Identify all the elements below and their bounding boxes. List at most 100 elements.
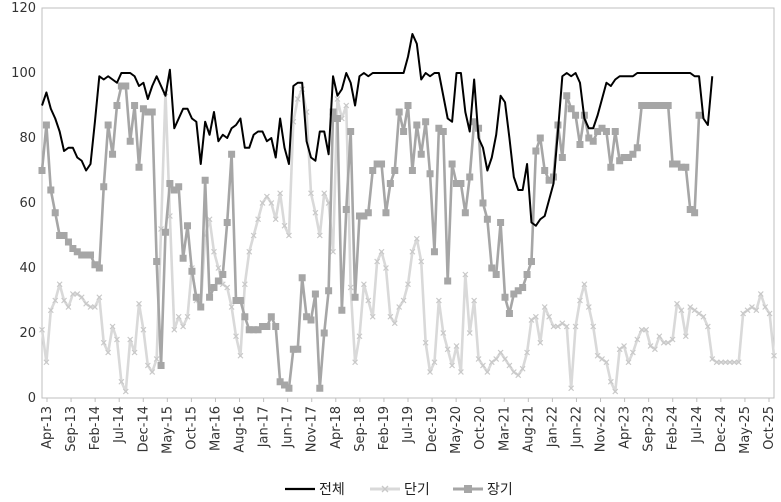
data-point bbox=[396, 304, 403, 310]
data-point bbox=[598, 124, 606, 132]
data-point bbox=[122, 388, 129, 395]
data-point bbox=[506, 362, 513, 369]
data-point bbox=[241, 313, 249, 321]
data-point bbox=[735, 359, 742, 366]
data-point bbox=[576, 141, 584, 148]
data-point bbox=[726, 359, 733, 366]
data-point bbox=[427, 369, 433, 375]
data-point bbox=[100, 183, 108, 191]
data-point bbox=[572, 323, 579, 330]
data-point bbox=[448, 160, 456, 168]
data-point bbox=[567, 105, 575, 113]
data-point bbox=[559, 320, 566, 327]
x-tick-label: Aug-21 bbox=[521, 406, 536, 453]
data-point bbox=[674, 300, 680, 307]
data-point bbox=[69, 291, 76, 297]
data-point bbox=[417, 150, 425, 158]
data-point bbox=[418, 258, 425, 265]
data-point bbox=[766, 310, 773, 317]
data-point bbox=[83, 300, 90, 307]
data-point bbox=[629, 349, 636, 356]
data-point bbox=[144, 362, 151, 369]
data-point bbox=[316, 384, 324, 392]
data-point bbox=[502, 356, 508, 362]
data-point bbox=[378, 160, 386, 168]
data-point bbox=[762, 304, 769, 310]
data-point bbox=[718, 359, 725, 366]
data-point bbox=[497, 349, 504, 356]
data-point bbox=[175, 183, 183, 191]
data-point bbox=[259, 200, 266, 206]
data-point bbox=[607, 378, 614, 385]
x-tick-label: Aug-16 bbox=[233, 406, 248, 453]
x-tick-label: Dec-24 bbox=[714, 406, 729, 452]
data-point bbox=[488, 359, 495, 366]
data-point bbox=[413, 121, 421, 129]
data-point bbox=[360, 281, 367, 288]
data-point bbox=[620, 154, 628, 161]
data-point bbox=[621, 343, 627, 349]
series-layer bbox=[38, 33, 777, 395]
data-point bbox=[117, 82, 125, 90]
data-point bbox=[126, 137, 134, 145]
data-point bbox=[413, 235, 420, 242]
data-point bbox=[589, 137, 597, 145]
legend-label: 전체 bbox=[319, 482, 345, 498]
data-point bbox=[250, 326, 258, 334]
data-point bbox=[457, 180, 465, 187]
data-point bbox=[237, 352, 244, 359]
data-point bbox=[673, 160, 681, 168]
legend-marker bbox=[464, 485, 472, 493]
legend-label: 장기 bbox=[487, 482, 513, 498]
data-point bbox=[312, 209, 319, 216]
data-point bbox=[629, 150, 637, 158]
data-point bbox=[356, 333, 363, 340]
data-point bbox=[157, 362, 165, 369]
data-point bbox=[78, 294, 85, 301]
data-point bbox=[532, 313, 539, 320]
data-point bbox=[122, 82, 130, 90]
data-point bbox=[87, 304, 94, 310]
data-point bbox=[91, 261, 99, 269]
data-point bbox=[342, 206, 350, 213]
x-tick-label: Oct-20 bbox=[473, 406, 488, 450]
data-point bbox=[391, 320, 398, 327]
x-tick-label: Dec-19 bbox=[425, 406, 440, 452]
data-point bbox=[409, 248, 416, 255]
x-tick-label: May-15 bbox=[160, 406, 175, 454]
data-point bbox=[700, 313, 707, 320]
data-point bbox=[677, 163, 685, 171]
data-point bbox=[444, 346, 451, 353]
data-point bbox=[38, 167, 46, 174]
x-tick-label: Jul-14 bbox=[112, 406, 127, 444]
data-point bbox=[139, 105, 147, 113]
data-point bbox=[91, 304, 98, 310]
data-point bbox=[241, 281, 248, 288]
data-point bbox=[144, 108, 152, 116]
x-tick-label: Jan-22 bbox=[545, 406, 560, 448]
data-point bbox=[95, 264, 103, 272]
y-tick-label: 20 bbox=[19, 326, 36, 341]
x-tick-label: Oct-25 bbox=[762, 406, 777, 450]
data-point bbox=[232, 297, 240, 304]
legend-item: 단기 bbox=[370, 482, 430, 498]
data-point bbox=[647, 343, 654, 349]
data-point bbox=[599, 356, 605, 362]
data-point bbox=[713, 359, 720, 366]
data-point bbox=[493, 356, 500, 362]
data-point bbox=[603, 359, 610, 366]
data-point bbox=[395, 108, 403, 116]
x-tick-label: Mar-21 bbox=[497, 406, 512, 451]
data-point bbox=[594, 352, 601, 359]
data-point bbox=[682, 333, 689, 340]
data-point bbox=[430, 248, 438, 256]
data-point bbox=[104, 121, 112, 129]
data-point bbox=[78, 251, 86, 259]
data-point bbox=[228, 150, 236, 158]
data-point bbox=[387, 313, 394, 320]
data-point bbox=[439, 128, 447, 135]
data-point bbox=[480, 362, 486, 369]
data-point bbox=[682, 163, 690, 171]
data-point bbox=[655, 102, 663, 109]
data-point bbox=[638, 326, 645, 333]
